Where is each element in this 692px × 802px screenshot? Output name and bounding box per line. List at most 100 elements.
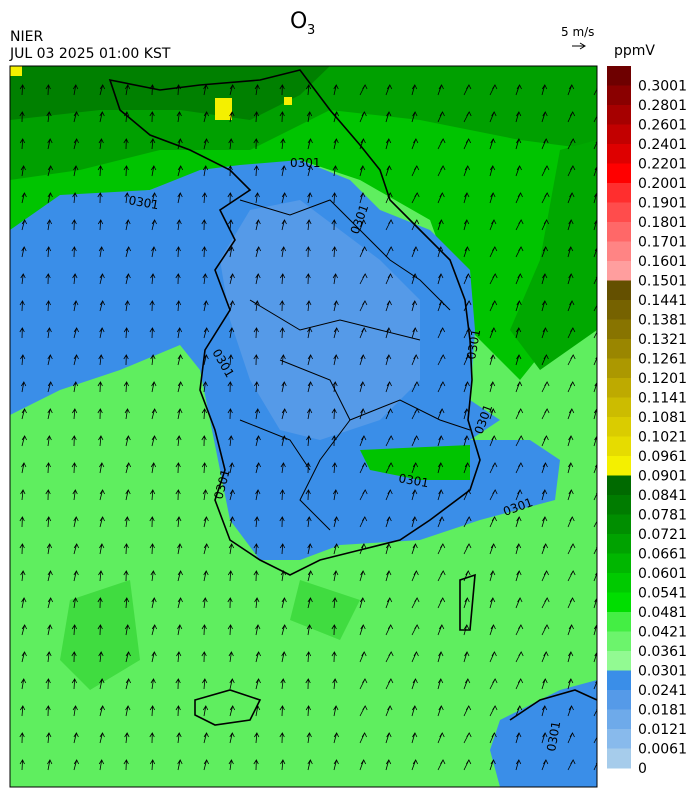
wind-arrow <box>20 678 27 690</box>
wind-arrow <box>71 462 77 474</box>
wind-arrow <box>437 273 444 285</box>
wind-arrow <box>176 435 182 447</box>
wind-arrow <box>359 246 368 258</box>
wind-arrow <box>281 192 288 204</box>
wind-arrow <box>202 192 208 204</box>
wind-arrow <box>255 678 261 690</box>
colorbar-label: 0.2201 <box>638 157 687 173</box>
wind-arrow <box>125 705 131 717</box>
wind-arrow <box>150 570 156 582</box>
wind-arrow <box>437 543 446 555</box>
wind-arrow <box>150 138 156 150</box>
wind-arrow <box>489 543 497 555</box>
contour-label: 0301 <box>464 328 483 361</box>
wind-arrow <box>307 408 313 420</box>
wind-arrow <box>333 111 340 123</box>
wind-arrow <box>73 516 79 528</box>
wind-arrow <box>541 435 549 447</box>
wind-arrow <box>254 192 260 204</box>
colorbar-label: 0.1701 <box>638 235 687 251</box>
wind-arrow <box>227 570 234 582</box>
wind-arrow <box>463 408 470 420</box>
wind-arrow <box>541 759 549 771</box>
wind-arrow <box>175 246 181 258</box>
wind-arrow <box>97 624 103 636</box>
contour-label: 0301 <box>290 156 321 170</box>
wind-arrow <box>279 300 285 312</box>
wind-arrow <box>411 246 419 258</box>
colorbar-label: 0.0061 <box>638 742 687 758</box>
wind-arrow <box>411 543 418 555</box>
wind-arrow <box>47 597 54 609</box>
wind-arrow <box>73 354 79 366</box>
wind-arrow <box>254 516 260 528</box>
wind-arrow <box>515 705 523 717</box>
wind-arrow <box>463 300 472 312</box>
wind-arrow <box>385 570 392 582</box>
wind-arrow <box>229 462 235 474</box>
wind-arrow <box>489 408 496 420</box>
wind-arrow <box>437 84 444 96</box>
wind-arrow <box>71 219 77 231</box>
wind-arrow <box>437 678 444 690</box>
wind-arrow <box>229 246 235 258</box>
wind-arrow <box>567 381 576 393</box>
wind-arrow <box>19 138 26 150</box>
wind-arrow <box>437 381 446 393</box>
wind-arrow <box>98 570 104 582</box>
wind-arrow <box>567 624 574 636</box>
wind-arrow <box>175 705 181 717</box>
wind-arrow <box>437 111 445 123</box>
wind-arrow <box>124 84 131 96</box>
wind-arrow <box>515 354 522 366</box>
field-blue-se <box>490 680 597 787</box>
wind-arrow <box>177 624 183 636</box>
colorbar-label: 0.0301 <box>638 664 687 680</box>
colorbar-swatch <box>607 475 631 496</box>
wind-arrow <box>177 543 183 555</box>
wind-arrow <box>227 381 233 393</box>
wind-arrow <box>489 300 498 312</box>
colorbar-label: 0.1601 <box>638 254 687 270</box>
wind-arrow <box>45 462 51 474</box>
wind-arrow <box>489 732 497 744</box>
wind-arrow <box>306 219 312 231</box>
wind-arrow <box>253 138 259 150</box>
wind-arrow <box>305 273 311 285</box>
source: NIER <box>10 29 43 45</box>
wind-arrow <box>463 597 470 609</box>
wind-arrow <box>176 732 182 744</box>
colorbar-swatch <box>607 456 631 476</box>
wind-arrow <box>123 354 129 366</box>
wind-arrow <box>21 381 27 393</box>
wind-arrow <box>253 165 260 177</box>
wind-arrow <box>541 516 548 528</box>
colorbar-swatch <box>607 631 631 652</box>
wind-arrow <box>411 759 419 771</box>
wind-arrow <box>463 651 470 663</box>
wind-arrow <box>437 624 445 636</box>
wind-arrow <box>515 651 524 663</box>
wind-arrow <box>281 435 287 447</box>
wind-arrow <box>151 435 157 447</box>
wind-arrow <box>567 651 574 663</box>
wind-arrow <box>279 273 286 285</box>
wind-arrow <box>307 597 313 609</box>
wind-arrow <box>280 678 286 690</box>
wind-arrow <box>437 354 446 366</box>
colorbar-label: 0.1441 <box>638 293 687 309</box>
wind-arrow <box>489 192 496 204</box>
wind-arrow <box>281 651 287 663</box>
colorbar-swatch <box>607 222 631 242</box>
wind-arrow <box>229 732 235 744</box>
wind-arrow <box>306 516 312 528</box>
colorbar-swatch <box>607 339 631 359</box>
wind-arrow <box>124 111 130 123</box>
wind-arrow <box>73 300 79 312</box>
wind-arrow <box>229 84 236 96</box>
wind-arrow <box>437 516 445 528</box>
wind-arrow <box>45 84 51 96</box>
wind-arrow <box>567 192 575 204</box>
wind-arrow <box>151 408 158 420</box>
wind-arrow <box>19 705 26 717</box>
